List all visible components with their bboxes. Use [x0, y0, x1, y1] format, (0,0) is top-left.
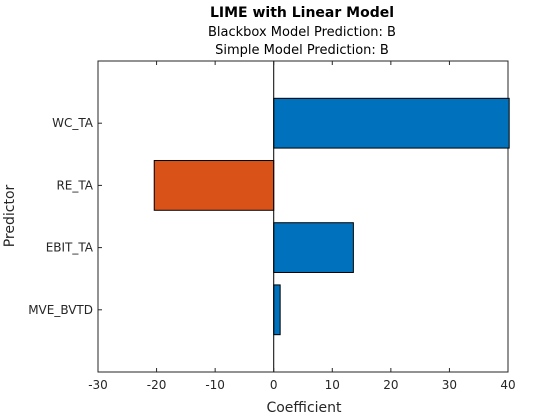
x-tick-label: 10 [325, 378, 340, 392]
plot-area: WC_TA RE_TA EBIT_TA MVE_BVTD -30 -20 -10 0 10 20 3… [28, 60, 516, 392]
bar-mve-bvtd [273, 284, 281, 336]
chart-title: LIME with Linear Model [210, 5, 394, 21]
y-tick-label: MVE_BVTD [28, 303, 93, 317]
x-tick-label: 0 [270, 378, 278, 392]
bar-ebit-ta [273, 222, 354, 273]
y-tick-label: WC_TA [52, 116, 94, 130]
x-tick-label: -20 [147, 378, 167, 392]
y-tick-label: EBIT_TA [46, 241, 94, 255]
bar-re-ta [153, 160, 275, 211]
x-tick-label: 30 [442, 378, 457, 392]
y-tick-label: RE_TA [56, 178, 93, 192]
x-axis-label: Coefficient [266, 400, 342, 416]
bar-wc-ta [273, 97, 510, 149]
chart-subtitle-line-2: Simple Model Prediction: B [215, 43, 389, 58]
axes-box [97, 60, 509, 373]
x-tick-label: 20 [383, 378, 398, 392]
x-tick-label: 40 [500, 378, 515, 392]
x-tick-label: -30 [88, 378, 108, 392]
x-tick-label: -10 [205, 378, 225, 392]
chart-subtitle-line-1: Blackbox Model Prediction: B [208, 25, 396, 40]
y-axis-label: Predictor [2, 184, 18, 247]
